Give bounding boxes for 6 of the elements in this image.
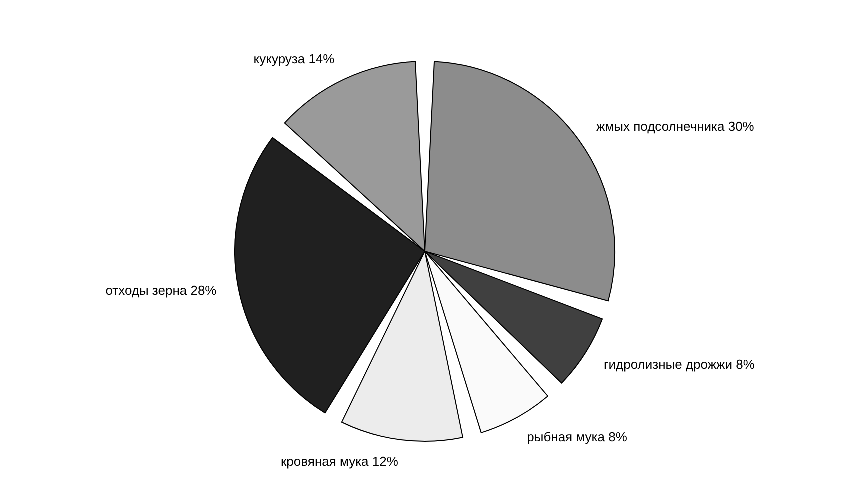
slice-label: кукуруза 14% (254, 52, 336, 67)
slice-label: отходы зерна 28% (106, 283, 218, 298)
slice-label: рыбная мука 8% (527, 429, 628, 444)
slice-label: кровяная мука 12% (280, 454, 399, 469)
slice-label: жмых подсолнечника 30% (596, 118, 755, 134)
slice-label: гидролизные дрожжи 8% (604, 357, 756, 372)
